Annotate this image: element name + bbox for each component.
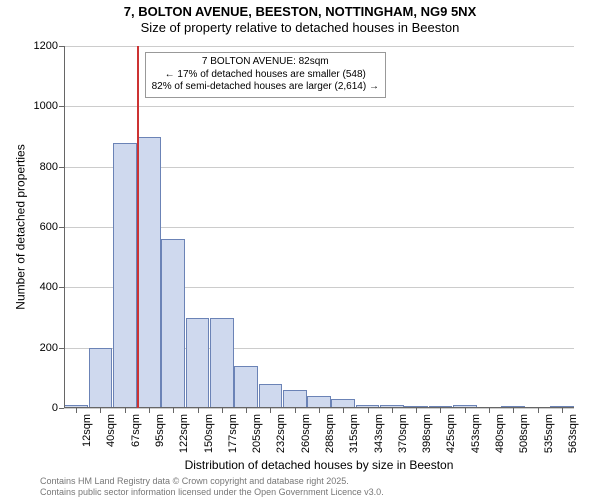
y-axis-label: Number of detached properties	[14, 46, 28, 408]
x-tick-label: 40sqm	[105, 414, 117, 447]
x-tick-mark	[100, 408, 101, 413]
x-tick-mark	[416, 408, 417, 413]
x-tick-label: 453sqm	[470, 414, 482, 453]
x-tick-label: 122sqm	[178, 414, 190, 453]
x-tick-mark	[343, 408, 344, 413]
gridline	[64, 46, 574, 47]
gridline	[64, 106, 574, 107]
x-tick-label: 205sqm	[251, 414, 263, 453]
x-tick-mark	[440, 408, 441, 413]
x-axis-label: Distribution of detached houses by size …	[64, 458, 574, 472]
chart-plot-area: 02004006008001000120012sqm40sqm67sqm95sq…	[64, 46, 574, 408]
x-tick-label: 150sqm	[203, 414, 215, 453]
x-tick-mark	[270, 408, 271, 413]
annotation-line: 7 BOLTON AVENUE: 82sqm	[152, 56, 379, 69]
x-tick-mark	[489, 408, 490, 413]
chart-title-block: 7, BOLTON AVENUE, BEESTON, NOTTINGHAM, N…	[0, 0, 600, 37]
x-tick-label: 260sqm	[300, 414, 312, 453]
x-tick-label: 177sqm	[227, 414, 239, 453]
annotation-line: 82% of semi-detached houses are larger (…	[152, 81, 379, 94]
histogram-bar	[113, 143, 137, 408]
y-axis-line	[64, 46, 65, 408]
x-tick-mark	[319, 408, 320, 413]
x-tick-label: 12sqm	[81, 414, 93, 447]
x-tick-mark	[173, 408, 174, 413]
annotation-box: 7 BOLTON AVENUE: 82sqm← 17% of detached …	[145, 52, 386, 98]
x-axis-line	[64, 407, 574, 408]
y-tick-label: 200	[40, 342, 58, 354]
footer-attribution: Contains HM Land Registry data © Crown c…	[40, 476, 384, 498]
y-axis-label-text: Number of detached properties	[14, 144, 28, 309]
property-marker-line	[137, 46, 139, 408]
chart-title-sub: Size of property relative to detached ho…	[0, 20, 600, 36]
histogram-bar	[234, 366, 258, 408]
x-tick-label: 67sqm	[130, 414, 142, 447]
x-tick-mark	[392, 408, 393, 413]
x-tick-label: 398sqm	[421, 414, 433, 453]
histogram-bar	[186, 318, 210, 409]
y-tick-label: 1200	[34, 40, 58, 52]
x-tick-mark	[513, 408, 514, 413]
x-tick-label: 480sqm	[494, 414, 506, 453]
histogram-bar	[210, 318, 234, 409]
y-tick-label: 800	[40, 161, 58, 173]
x-tick-mark	[76, 408, 77, 413]
x-tick-mark	[368, 408, 369, 413]
x-tick-label: 232sqm	[275, 414, 287, 453]
histogram-bar	[89, 348, 113, 408]
footer-line-2: Contains public sector information licen…	[40, 487, 384, 498]
x-tick-label: 343sqm	[373, 414, 385, 453]
histogram-bar	[137, 137, 161, 409]
footer-line-1: Contains HM Land Registry data © Crown c…	[40, 476, 384, 487]
x-tick-mark	[538, 408, 539, 413]
x-tick-mark	[246, 408, 247, 413]
x-tick-label: 425sqm	[445, 414, 457, 453]
x-tick-label: 508sqm	[518, 414, 530, 453]
histogram-bar	[161, 239, 185, 408]
x-tick-label: 535sqm	[543, 414, 555, 453]
x-tick-mark	[222, 408, 223, 413]
annotation-line: ← 17% of detached houses are smaller (54…	[152, 69, 379, 82]
histogram-bar	[259, 384, 283, 408]
x-tick-mark	[295, 408, 296, 413]
x-tick-mark	[198, 408, 199, 413]
x-tick-mark	[149, 408, 150, 413]
x-tick-mark	[562, 408, 563, 413]
y-tick-mark	[59, 408, 64, 409]
x-tick-mark	[125, 408, 126, 413]
chart-title-main: 7, BOLTON AVENUE, BEESTON, NOTTINGHAM, N…	[0, 4, 600, 20]
x-tick-mark	[465, 408, 466, 413]
x-tick-label: 563sqm	[567, 414, 579, 453]
x-tick-label: 95sqm	[154, 414, 166, 447]
y-tick-label: 1000	[34, 100, 58, 112]
y-tick-label: 0	[52, 402, 58, 414]
y-tick-label: 600	[40, 221, 58, 233]
x-tick-label: 288sqm	[324, 414, 336, 453]
x-tick-label: 315sqm	[348, 414, 360, 453]
y-tick-label: 400	[40, 281, 58, 293]
histogram-bar	[283, 390, 307, 408]
x-tick-label: 370sqm	[397, 414, 409, 453]
